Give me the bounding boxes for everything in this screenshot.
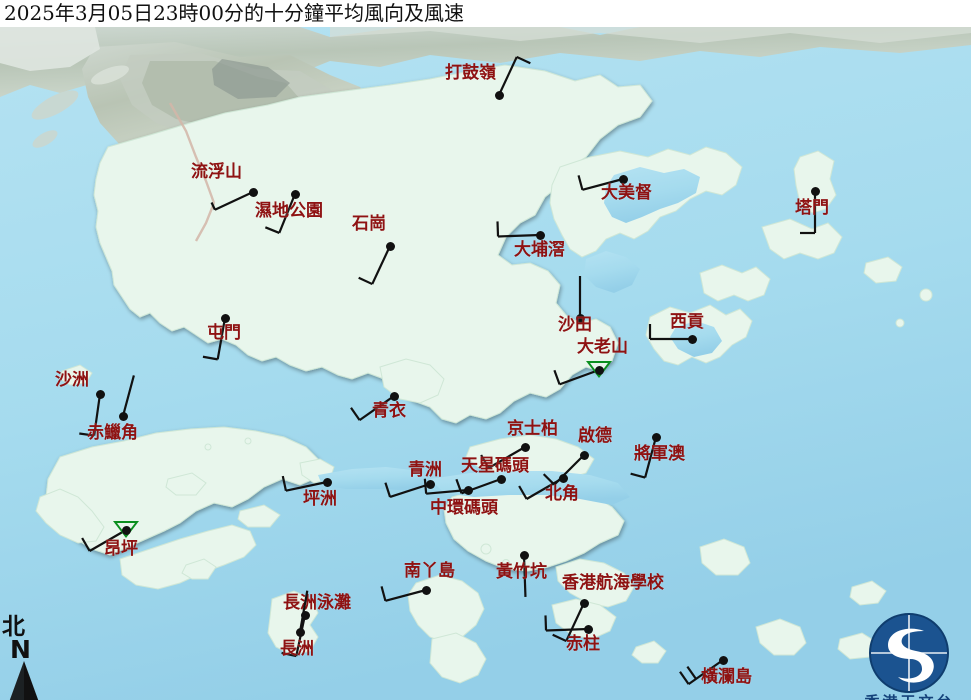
station-dot-icon — [494, 90, 504, 100]
station-label: 長洲 — [280, 639, 314, 659]
hko-logo-cn: 香港天文台 — [848, 691, 971, 700]
station-dot-icon — [463, 485, 473, 495]
station-label: 長洲泳灘 — [283, 593, 351, 613]
compass-label-en: N — [10, 635, 31, 664]
station-label: 大埔滘 — [514, 240, 565, 260]
hko-logo-icon — [869, 613, 949, 693]
station-label: 黃竹坑 — [496, 562, 547, 582]
station-dot-icon — [519, 550, 529, 560]
station-dot-icon — [425, 479, 435, 489]
station-dot-icon — [496, 474, 506, 484]
station-dot-icon — [248, 187, 258, 197]
station-label: 大美督 — [601, 183, 652, 203]
station-dot-icon — [651, 432, 661, 442]
station-dot-icon — [295, 627, 305, 637]
station-label: 赤鱲角 — [87, 423, 138, 443]
station-label: 坪洲 — [303, 489, 337, 509]
page-title: 2025年3月05日23時00分的十分鐘平均風向及風速 — [4, 1, 464, 25]
station-dot-icon — [618, 174, 628, 184]
station-dot-icon — [687, 334, 697, 344]
station-dot-icon — [385, 241, 395, 251]
station-label: 天星碼頭 — [461, 456, 529, 476]
title-bar: 2025年3月05日23時00分的十分鐘平均風向及風速 — [0, 0, 971, 27]
station-dot-icon — [322, 477, 332, 487]
station-label: 青洲 — [408, 460, 442, 480]
station-label: 南丫島 — [404, 561, 455, 581]
station-label: 京士柏 — [507, 419, 558, 439]
station-label: 塔門 — [795, 198, 829, 218]
station-dot-icon — [421, 585, 431, 595]
station-dot-icon — [579, 598, 589, 608]
station-dot-icon — [579, 450, 589, 460]
station-dot-icon — [95, 389, 105, 399]
station-label: 沙洲 — [55, 370, 89, 390]
station-label: 中環碼頭 — [430, 498, 498, 518]
station-dot-icon — [220, 313, 230, 323]
north-arrow-icon — [9, 661, 39, 700]
station-label: 橫瀾島 — [701, 667, 752, 687]
station-label: 屯門 — [207, 323, 241, 343]
station-label: 大老山 — [577, 337, 628, 357]
compass-label-cn: 北 — [2, 613, 25, 640]
station-label: 沙田 — [558, 315, 592, 335]
hko-logo: 香港天文台 HONG KONG OBSERVATORY — [848, 613, 971, 700]
station-label: 西貢 — [670, 312, 704, 332]
station-label: 赤柱 — [566, 634, 600, 654]
station-dot-icon — [575, 313, 585, 323]
station-dot-icon — [290, 189, 300, 199]
station-dot-icon — [558, 473, 568, 483]
station-label: 啟德 — [578, 426, 612, 446]
station-label: 香港航海學校 — [562, 573, 664, 593]
station-dot-icon — [121, 525, 131, 535]
compass-rose: 北 N — [2, 615, 58, 700]
station-label: 將軍澳 — [634, 444, 685, 464]
station-dot-icon — [535, 230, 545, 240]
station-dot-icon — [583, 624, 593, 634]
station-label: 石崗 — [352, 214, 386, 234]
station-label: 濕地公園 — [255, 201, 323, 221]
station-label: 青衣 — [372, 401, 406, 421]
station-dot-icon — [520, 442, 530, 452]
station-dot-icon — [810, 186, 820, 196]
station-dot-icon — [118, 411, 128, 421]
station-dot-icon — [389, 391, 399, 401]
map-canvas: 打鼓嶺流浮山 濕地公園石崗 大美督大埔滘 塔門屯門沙洲赤鱲角 青衣 沙田 大老山 西貢將軍澳 京… — [0, 27, 971, 700]
station-dot-icon — [594, 365, 604, 375]
map-base-svg — [0, 27, 971, 700]
station-label: 昂坪 — [104, 539, 138, 559]
station-dot-icon — [718, 655, 728, 665]
station-label: 打鼓嶺 — [445, 63, 496, 83]
station-label: 流浮山 — [191, 162, 242, 182]
station-label: 北角 — [545, 484, 579, 504]
